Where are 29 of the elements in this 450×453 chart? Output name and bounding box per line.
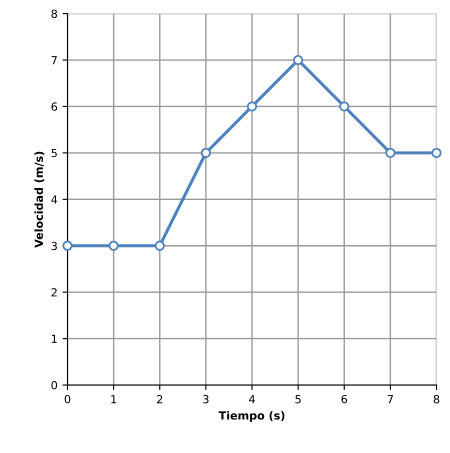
point bbox=[339, 101, 350, 112]
x-tick-label: 0 bbox=[64, 394, 70, 404]
y-tick-label: 5 bbox=[52, 149, 57, 158]
x-tick-label: 2 bbox=[157, 394, 162, 404]
y-tick-label: 7 bbox=[52, 56, 57, 64]
x-tick-label: 5 bbox=[295, 395, 301, 404]
x-tick-label: 7 bbox=[388, 395, 393, 404]
x-tick-label: 6 bbox=[341, 394, 348, 404]
y-axis-title: Velocidad (m/s) bbox=[34, 152, 44, 248]
point bbox=[293, 54, 304, 66]
x-tick-label: 3 bbox=[203, 394, 209, 404]
y-tick-label: 8 bbox=[51, 10, 58, 18]
y-tick-label: 3 bbox=[52, 242, 57, 250]
y-tick-label: 2 bbox=[52, 288, 57, 296]
x-tick-label: 4 bbox=[249, 395, 255, 404]
point bbox=[246, 101, 258, 112]
y-tick-label: 1 bbox=[52, 334, 57, 343]
x-tick-label: 8 bbox=[434, 394, 440, 404]
point bbox=[62, 240, 73, 251]
y-tick-label: 0 bbox=[51, 381, 58, 390]
point bbox=[200, 148, 211, 158]
x-axis-title: Tiempo (s) bbox=[218, 411, 284, 422]
y-tick-label: 6 bbox=[51, 102, 58, 111]
point bbox=[154, 240, 165, 251]
point bbox=[385, 148, 396, 158]
y-tick-label: 4 bbox=[51, 195, 58, 204]
x-tick-label: 1 bbox=[111, 395, 116, 404]
point bbox=[108, 240, 119, 251]
point bbox=[431, 148, 442, 158]
